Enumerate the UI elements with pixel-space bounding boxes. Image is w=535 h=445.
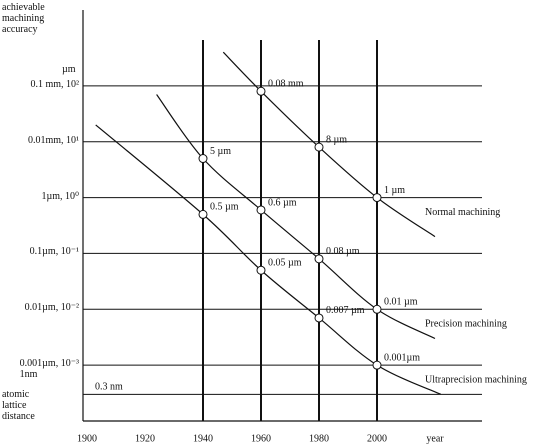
point (314, 142, 324, 152)
value-label: 0.5 µm (210, 202, 239, 213)
y-tick-label: 1µm, 10⁰ (41, 190, 79, 202)
x-tick-label: 1940 (193, 433, 213, 444)
point (314, 254, 324, 264)
series-name: Ultraprecision machining (425, 374, 527, 385)
point (372, 304, 382, 314)
point (198, 154, 208, 164)
value-label: 0.001µm (384, 352, 420, 363)
x-tick-label: 1980 (309, 433, 329, 444)
y-tick-label: atomic lattice distance (2, 389, 35, 423)
series-name: Normal machining (425, 207, 500, 218)
value-label: 0.05 µm (268, 258, 302, 269)
curve (156, 94, 436, 340)
value-label: 0.007 µm (326, 305, 365, 316)
point (372, 193, 382, 203)
y-axis-title: achievable machining accuracy (2, 2, 45, 35)
y-tick-label: 0.001µm, 10⁻³ 1nm (19, 358, 79, 381)
x-tick-label: 2000 (367, 433, 387, 444)
y-tick-label: 0.01mm, 10¹ (27, 134, 79, 146)
point (256, 265, 266, 275)
y-tick-label: 0.1µm, 10⁻¹ (29, 246, 79, 258)
point (198, 209, 208, 219)
value-label: 8 µm (326, 134, 347, 145)
y-unit: µm (62, 64, 76, 75)
y-tick-label: 0.01µm, 10⁻² (24, 302, 79, 314)
y-tick-label: 0.1 mm, 10² (30, 78, 79, 90)
point (372, 360, 382, 370)
value-label: 0.6 µm (268, 197, 297, 208)
point (314, 313, 324, 323)
value-label: 0.08 µm (326, 246, 360, 257)
x-tick-label: 1960 (251, 433, 271, 444)
x-tick-label: 1920 (135, 433, 155, 444)
x-axis-title: year (426, 433, 444, 444)
annotation: 0.3 nm (95, 382, 123, 393)
value-label: 0.08 mm (268, 79, 304, 90)
series-name: Precision machining (425, 319, 507, 330)
point (256, 205, 266, 215)
point (256, 86, 266, 96)
value-label: 0.01 µm (384, 297, 418, 308)
x-tick-label: 1900 (77, 433, 97, 444)
value-label: 5 µm (210, 146, 231, 157)
value-label: 1 µm (384, 185, 405, 196)
